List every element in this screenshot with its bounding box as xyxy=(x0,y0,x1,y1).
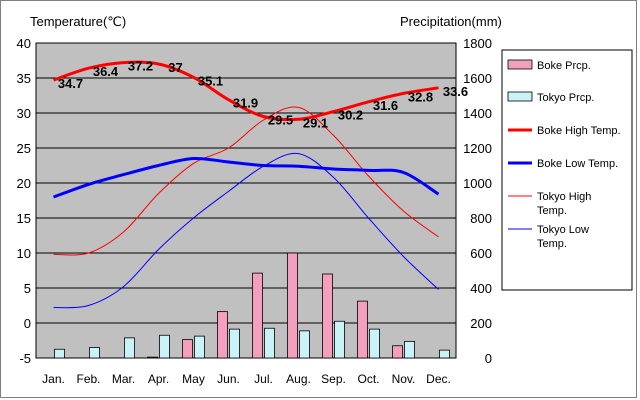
left-tick-label: 35 xyxy=(17,71,31,86)
legend-swatch xyxy=(507,91,533,102)
tokyo-low-temp-line xyxy=(53,152,439,309)
boke-prcp-bar xyxy=(252,272,263,359)
boke-low-temp-line xyxy=(52,156,440,199)
legend-label: Temp. xyxy=(537,205,567,217)
line-layer xyxy=(52,60,440,309)
label-layer: 34.7 36.4 37.2 37 35.1 31.9 29.5 29.1 30.2 31.6 32… xyxy=(58,59,468,131)
left-axis-title: Temperature(℃) xyxy=(30,14,126,29)
right-tick-label: 1200 xyxy=(463,141,492,156)
legend-label: Boke Low Temp. xyxy=(537,158,618,170)
legend-box xyxy=(501,49,633,291)
x-tick-label: Mar. xyxy=(112,372,135,386)
left-tick-label: 20 xyxy=(17,176,31,191)
legend-boke-prcp: Boke Prcp. xyxy=(507,59,591,72)
boke-prcp-bar xyxy=(392,345,403,359)
right-tick-label: 600 xyxy=(470,246,492,261)
tokyo-prcp-bar xyxy=(369,328,380,359)
right-tick-label: 400 xyxy=(470,281,492,296)
left-tick-label: 5 xyxy=(24,281,31,296)
right-tick-label: 200 xyxy=(470,316,492,331)
right-tick-label: 1000 xyxy=(463,176,492,191)
legend-label: Tokyo Prcp. xyxy=(537,92,594,104)
tokyo-prcp-bar xyxy=(229,328,240,359)
left-tick-label: 10 xyxy=(17,246,31,261)
boke-high-data-label: 29.5 xyxy=(268,113,293,128)
boke-high-data-label: 29.1 xyxy=(303,115,328,130)
boke-high-data-label: 36.4 xyxy=(93,64,119,79)
tokyo-prcp-bar xyxy=(334,320,345,359)
tokyo-prcp-bar xyxy=(439,349,450,359)
x-tick-label: May xyxy=(182,372,205,386)
boke-high-data-label: 34.7 xyxy=(58,76,83,91)
x-tick-label: Jan. xyxy=(42,372,65,386)
right-tick-label: 0 xyxy=(485,351,492,366)
x-tick-label: Aug. xyxy=(286,372,311,386)
right-tick-label: 1800 xyxy=(463,36,492,51)
right-tick-label: 1600 xyxy=(463,71,492,86)
boke-high-data-label: 31.9 xyxy=(233,96,258,111)
boke-high-data-label: 35.1 xyxy=(198,73,223,88)
legend-label: Tokyo High xyxy=(537,191,591,203)
plot-background xyxy=(35,42,457,359)
boke-high-data-label: 33.6 xyxy=(443,84,468,99)
boke-prcp-bar xyxy=(287,252,298,359)
tokyo-prcp-bar xyxy=(194,335,205,359)
axis-layer: 40 35 30 25 20 15 10 5 0 -5 1800 1600 1400 1200 1000 80… xyxy=(17,36,492,386)
x-tick-label: Feb. xyxy=(76,372,100,386)
right-tick-label: 800 xyxy=(470,211,492,226)
boke-high-data-label: 32.8 xyxy=(408,89,433,104)
legend-label: Boke High Temp. xyxy=(537,125,621,137)
boke-high-data-label: 37.2 xyxy=(128,59,153,74)
right-axis-title: Precipitation(mm) xyxy=(400,14,502,29)
boke-high-data-label: 31.6 xyxy=(373,98,398,113)
tokyo-prcp-bar xyxy=(89,347,100,359)
legend: Boke Prcp. Tokyo Prcp. Boke High Temp. Boke… xyxy=(501,49,633,291)
legend-label: Tokyo Low xyxy=(537,224,589,236)
boke-prcp-bar xyxy=(357,300,368,359)
x-tick-label: Jul. xyxy=(254,372,273,386)
tokyo-prcp-bar xyxy=(264,327,275,359)
x-tick-label: Dec. xyxy=(426,372,451,386)
left-tick-label: 30 xyxy=(17,106,31,121)
legend-tokyo-prcp: Tokyo Prcp. xyxy=(507,91,594,104)
tokyo-prcp-bar xyxy=(124,337,135,359)
boke-prcp-bar xyxy=(322,273,333,359)
boke-prcp-bar xyxy=(217,311,228,359)
grid-layer xyxy=(36,77,456,324)
left-tick-label: 0 xyxy=(24,316,31,331)
tokyo-prcp-bar xyxy=(159,334,170,359)
left-tick-label: 25 xyxy=(17,141,31,156)
legend-tokyo-low: Tokyo Low Temp. xyxy=(508,224,589,250)
bar-layer xyxy=(54,252,450,359)
x-tick-label: Apr. xyxy=(148,372,169,386)
left-tick-label: -5 xyxy=(19,351,31,366)
boke-high-data-label: 30.2 xyxy=(338,108,363,123)
boke-high-temp-line xyxy=(53,60,439,122)
legend-boke-high: Boke High Temp. xyxy=(508,125,621,137)
x-tick-label: Nov. xyxy=(392,372,416,386)
legend-label: Boke Prcp. xyxy=(537,60,591,72)
boke-prcp-bar xyxy=(182,339,193,359)
legend-label: Temp. xyxy=(537,238,567,250)
x-tick-label: Jun. xyxy=(217,372,240,386)
tokyo-prcp-bar xyxy=(404,340,415,359)
x-tick-label: Oct. xyxy=(357,372,379,386)
right-tick-label: 1400 xyxy=(463,106,492,121)
legend-swatch xyxy=(507,59,533,70)
legend-tokyo-high: Tokyo High Temp. xyxy=(508,191,591,217)
tokyo-high-temp-line xyxy=(53,106,439,256)
left-tick-label: 15 xyxy=(17,211,31,226)
legend-boke-low: Boke Low Temp. xyxy=(508,158,618,170)
tokyo-prcp-bar xyxy=(299,330,310,359)
plot-area xyxy=(35,42,457,359)
tokyo-prcp-bar xyxy=(54,348,65,359)
left-tick-label: 40 xyxy=(17,36,31,51)
boke-prcp-bar xyxy=(147,356,158,359)
boke-high-data-label: 37 xyxy=(168,60,182,75)
x-tick-label: Sep. xyxy=(321,372,346,386)
